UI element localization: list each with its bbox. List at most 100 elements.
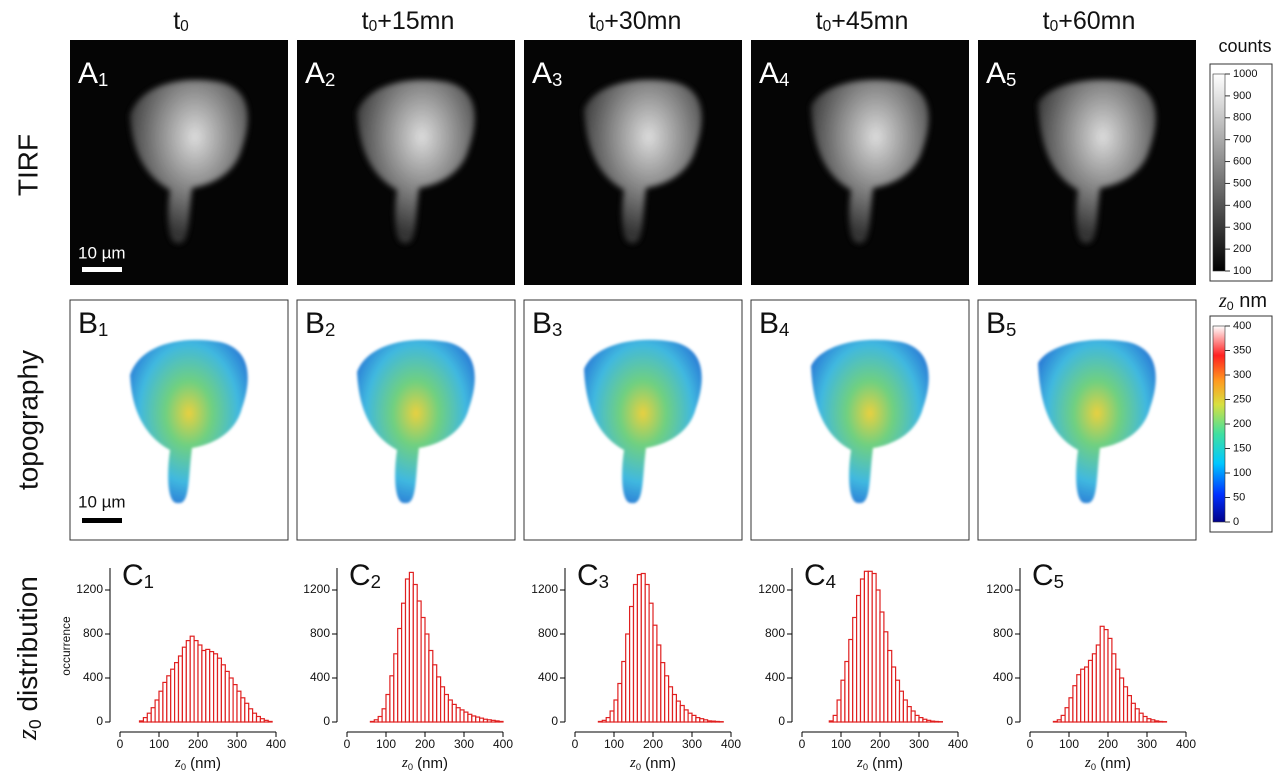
text-part: A	[532, 57, 552, 90]
text-part: C	[1032, 559, 1054, 592]
text-part: 2	[325, 69, 335, 90]
text-part: t	[816, 7, 823, 35]
panel-label: A1	[78, 57, 108, 90]
text-part: z	[856, 755, 863, 771]
x-axis-label: z0 (nm)	[856, 755, 903, 772]
x-tick-label: 300	[227, 737, 247, 751]
histogram-bar	[267, 720, 273, 723]
colorbar-tick-label: 250	[1233, 393, 1251, 405]
panel-label: A3	[532, 57, 562, 90]
text-part: t	[589, 7, 596, 35]
x-tick-label: 400	[1176, 737, 1196, 751]
text-part: 1	[144, 571, 154, 592]
histogram-bar	[498, 720, 504, 723]
text-part: A	[759, 57, 779, 90]
panel-label: A2	[305, 57, 335, 90]
text-part: t	[1043, 7, 1050, 35]
x-tick-label: 0	[799, 737, 806, 751]
colorbar-tick-label: 200	[1233, 243, 1251, 255]
text-part: 4	[779, 69, 789, 90]
x-tick-label: 100	[376, 737, 396, 751]
text-part: nm	[1234, 290, 1267, 312]
text-part: 0	[863, 762, 868, 772]
text-part: (nm)	[186, 755, 221, 772]
text-part: A	[986, 57, 1006, 90]
colorbar-tick-label: 0	[1233, 516, 1239, 528]
panel-label: A4	[759, 57, 789, 90]
text-part: 3	[552, 69, 562, 90]
text-part: 4	[826, 571, 836, 592]
y-tick-label: 1200	[76, 582, 103, 596]
text-part: (nm)	[641, 755, 676, 772]
colorbar-tick-label: 350	[1233, 344, 1251, 356]
colorbar-frame	[1209, 315, 1273, 533]
x-tick-label: 400	[721, 737, 741, 751]
text-part: 0	[181, 762, 186, 772]
panel-label: C5	[1032, 559, 1064, 592]
y-tick-label: 800	[83, 626, 103, 640]
cell-topography	[1038, 339, 1156, 504]
text-part: 0	[408, 762, 413, 772]
colorbar	[1212, 325, 1226, 523]
x-tick-label: 100	[831, 737, 851, 751]
colorbar-title: z0 nm	[1218, 290, 1267, 314]
colorbar-tick-label: 300	[1233, 221, 1251, 233]
text-part: 1	[98, 69, 108, 90]
text-part: 5	[1006, 319, 1016, 340]
x-tick-label: 100	[1059, 737, 1079, 751]
text-part: +15mn	[377, 7, 454, 35]
cell	[1038, 79, 1156, 244]
panel-label: B3	[532, 307, 562, 340]
text-part: B	[78, 307, 98, 340]
text-part: 2	[325, 319, 335, 340]
column-header: t0	[173, 7, 189, 35]
text-part: z	[174, 755, 181, 771]
colorbar-tick-label: 300	[1233, 369, 1251, 381]
panel-label: C2	[349, 559, 381, 592]
text-part: A	[305, 57, 325, 90]
y-tick-label: 800	[310, 626, 330, 640]
scale-label: 10 µm	[78, 492, 126, 511]
y-tick-label: 800	[993, 626, 1013, 640]
text-part: +60mn	[1058, 7, 1135, 35]
panel-label: B4	[759, 307, 789, 340]
panel-label: B5	[986, 307, 1016, 340]
text-part: distribution	[12, 576, 43, 719]
x-axis-label: z0 (nm)	[174, 755, 221, 772]
y-tick-label: 0	[96, 714, 103, 728]
cell	[357, 79, 475, 244]
panel-label: B1	[78, 307, 108, 340]
text-part: t	[362, 7, 369, 35]
text-part: C	[577, 559, 599, 592]
colorbar-tick-label: 50	[1233, 491, 1245, 503]
x-tick-label: 300	[909, 737, 929, 751]
colorbar-tick-label: 150	[1233, 442, 1251, 454]
text-part: C	[122, 559, 144, 592]
y-tick-label: 1200	[303, 582, 330, 596]
x-tick-label: 300	[682, 737, 702, 751]
x-tick-label: 0	[572, 737, 579, 751]
text-part: 5	[1006, 69, 1016, 90]
text-part: 2	[371, 571, 381, 592]
cell-topography	[584, 339, 702, 504]
y-tick-label: 400	[83, 670, 103, 684]
scale-bar	[82, 267, 122, 272]
text-part: t	[173, 7, 180, 35]
text-part: z	[12, 729, 43, 741]
text-part: 5	[1054, 571, 1064, 592]
column-header: t0+15mn	[362, 7, 455, 35]
text-part: z	[401, 755, 408, 771]
y-tick-label: 400	[993, 670, 1013, 684]
y-tick-label: 0	[323, 714, 330, 728]
cell-topography	[811, 339, 929, 504]
y-tick-label: 400	[765, 670, 785, 684]
text-part: 0	[823, 18, 832, 35]
x-tick-label: 400	[948, 737, 968, 751]
x-tick-label: 200	[870, 737, 890, 751]
scale-label: 10 µm	[78, 243, 126, 262]
colorbar-tick-label: 800	[1233, 112, 1251, 124]
text-part: 0	[25, 719, 45, 729]
x-tick-label: 200	[1098, 737, 1118, 751]
row-label: z0 distribution	[12, 576, 44, 741]
y-tick-label: 1200	[986, 582, 1013, 596]
